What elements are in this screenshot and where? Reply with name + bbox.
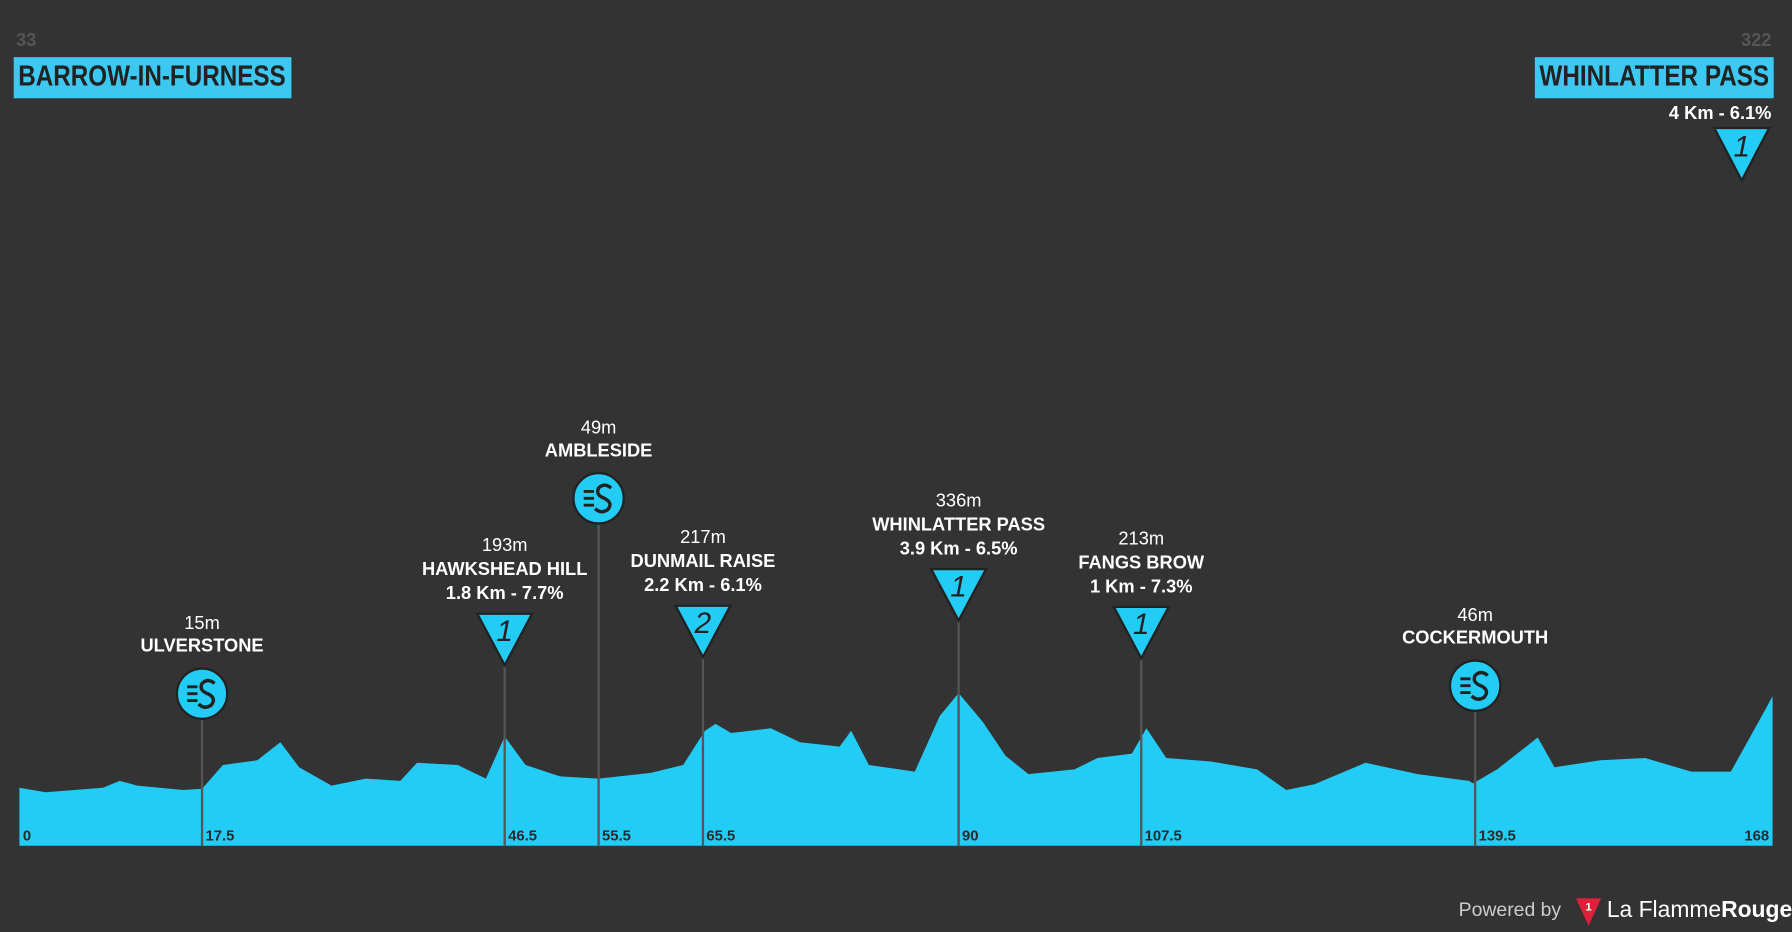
finish-category: 1 bbox=[1733, 130, 1750, 163]
sprint-lines bbox=[1460, 677, 1471, 694]
category-icon bbox=[1111, 605, 1171, 661]
finish-elevation: 322 bbox=[1741, 29, 1771, 50]
x-tick-label: 65.5 bbox=[706, 828, 735, 844]
sprint-lines bbox=[583, 490, 595, 507]
x-tick-label: 107.5 bbox=[1145, 828, 1182, 844]
climb-name: DUNMAIL RAISE bbox=[631, 550, 776, 571]
brand-bold: Rouge bbox=[1721, 896, 1792, 922]
x-tick-label: 46.5 bbox=[508, 828, 537, 844]
category-number: 1 bbox=[1133, 608, 1150, 641]
finish-box bbox=[1534, 57, 1774, 99]
logo-badge-number: 1 bbox=[1585, 901, 1592, 913]
category-icon bbox=[673, 604, 733, 660]
sprint-icon bbox=[572, 472, 625, 525]
climb-elevation: 46m bbox=[1457, 604, 1493, 625]
climb-name: FANGS BROW bbox=[1078, 551, 1205, 572]
elevation-profile bbox=[19, 693, 1773, 846]
climb-elevation: 193m bbox=[482, 534, 528, 555]
x-tick-label: 90 bbox=[962, 828, 979, 844]
x-tick-label: 0 bbox=[23, 828, 31, 844]
x-tick-label: 168 bbox=[1744, 828, 1769, 844]
category-icon bbox=[929, 568, 988, 623]
climb-elevation: 217m bbox=[680, 526, 726, 547]
finish-category-icon bbox=[1712, 126, 1772, 184]
climb-detail: 2.2 Km - 6.1% bbox=[644, 574, 762, 595]
climb-name: ULVERSTONE bbox=[140, 635, 263, 656]
x-tick-label: 17.5 bbox=[205, 828, 234, 844]
climb-elevation: 15m bbox=[184, 612, 220, 633]
climb-detail: 3.9 Km - 6.5% bbox=[900, 538, 1018, 559]
category-number: 1 bbox=[950, 570, 967, 603]
sprint-icon bbox=[175, 667, 229, 720]
climb-name: AMBLESIDE bbox=[545, 439, 653, 460]
sprint-s bbox=[197, 678, 216, 709]
finish-detail: 4 Km - 6.1% bbox=[1669, 102, 1772, 123]
brand-light: La Flamme bbox=[1607, 896, 1721, 922]
climb-name: HAWKSHEAD HILL bbox=[422, 558, 587, 579]
climb-elevation: 336m bbox=[936, 490, 982, 511]
brand: La FlammeRouge bbox=[1607, 896, 1792, 922]
start-elevation: 33 bbox=[16, 29, 36, 50]
x-tick-label: 55.5 bbox=[602, 828, 631, 844]
climb-elevation: 49m bbox=[581, 416, 617, 437]
sprint-icon bbox=[1448, 659, 1502, 712]
x-tick-label: 139.5 bbox=[1479, 828, 1516, 844]
category-number: 2 bbox=[694, 607, 712, 640]
climb-name: WHINLATTER PASS bbox=[872, 514, 1045, 535]
climb-detail: 1 Km - 7.3% bbox=[1090, 575, 1193, 596]
start-name: BARROW-IN-FURNESS bbox=[18, 60, 285, 92]
sprint-s bbox=[593, 483, 613, 514]
finish-name: WHINLATTER PASS bbox=[1539, 60, 1769, 92]
start-box bbox=[13, 57, 292, 99]
category-icon bbox=[475, 612, 535, 668]
climb-detail: 1.8 Km - 7.7% bbox=[446, 582, 564, 603]
sprint-s bbox=[1470, 670, 1489, 701]
climb-name: COCKERMOUTH bbox=[1402, 627, 1548, 648]
category-number: 1 bbox=[496, 615, 513, 648]
climb-elevation: 213m bbox=[1118, 527, 1164, 548]
sprint-lines bbox=[187, 685, 198, 702]
powered-by: Powered by bbox=[1459, 899, 1562, 921]
logo-badge bbox=[1576, 898, 1602, 926]
